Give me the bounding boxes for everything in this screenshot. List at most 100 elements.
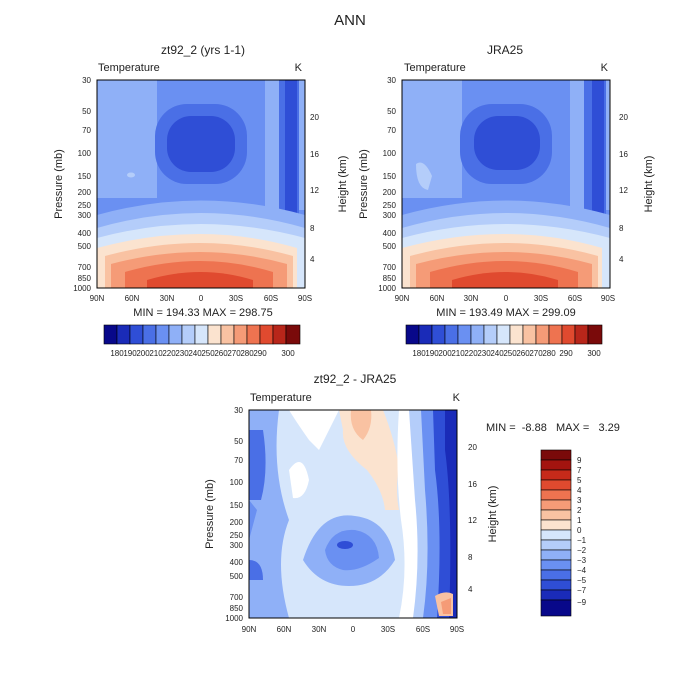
colorbar-label: 270 — [227, 349, 241, 358]
units-label: K — [453, 392, 461, 404]
y-tick-label: 200 — [78, 188, 92, 197]
colorbar-swatch — [540, 579, 572, 591]
colorbar-label: 230 — [175, 349, 189, 358]
colorbar-label: 280 — [542, 349, 556, 358]
colorbar-label: 300 — [281, 349, 295, 358]
y-tick-label: 50 — [387, 107, 396, 116]
contour-field — [97, 80, 305, 288]
height-tick-label: 8 — [310, 224, 315, 233]
colorbar-label: 9 — [577, 456, 582, 465]
colorbar-swatch — [509, 324, 524, 345]
panel-reanalysis: JRA25 Temperature K 30 50 70 100 — [358, 43, 655, 358]
colorbar-swatch — [540, 499, 572, 511]
colorbar-swatch — [246, 324, 261, 345]
colorbar-swatch — [207, 324, 222, 345]
colorbar-label: 210 — [149, 349, 163, 358]
y-tick-label: 70 — [82, 126, 91, 135]
colorbar-label: 220 — [162, 349, 176, 358]
height-tick-label: 8 — [468, 553, 473, 562]
colorbar-swatch — [540, 489, 572, 501]
x-tick-label: 60N — [430, 294, 445, 303]
colorbar-label: 200 — [438, 349, 452, 358]
colorbar-label: 1 — [577, 516, 582, 525]
height-tick-label: 16 — [468, 480, 477, 489]
y-tick-label: 200 — [230, 518, 244, 527]
y-ticks-right: 20 16 12 8 4 — [310, 113, 319, 264]
colorbar: 9 7 5 4 3 2 1 0 −1 −2 −3 −4 −5 −7 −9 — [540, 449, 587, 617]
panel-difference: zt92_2 - JRA25 Temperature K 30 — [204, 372, 620, 634]
height-tick-label: 12 — [468, 516, 477, 525]
height-tick-label: 12 — [619, 186, 628, 195]
x-tick-label: 90N — [242, 625, 257, 634]
figure-title: ANN — [334, 12, 366, 29]
colorbar-swatch — [522, 324, 537, 345]
colorbar-label: 240 — [490, 349, 504, 358]
x-tick-label: 60N — [125, 294, 140, 303]
colorbar-label: 2 — [577, 506, 582, 515]
y-tick-label: 700 — [230, 593, 244, 602]
colorbar-swatch — [574, 324, 589, 345]
x-tick-label: 90S — [450, 625, 464, 634]
y-axis-label-right: Height (km) — [337, 156, 349, 213]
colorbar-label: 260 — [214, 349, 228, 358]
y-tick-label: 30 — [387, 76, 396, 85]
y-tick-label: 500 — [78, 242, 92, 251]
colorbar-label: 300 — [587, 349, 601, 358]
colorbar-swatch — [431, 324, 446, 345]
y-tick-label: 150 — [230, 501, 244, 510]
y-axis-label: Pressure (mb) — [358, 149, 370, 219]
colorbar-label: 4 — [577, 486, 582, 495]
variable-label: Temperature — [98, 62, 160, 74]
y-ticks-right: 20 16 12 8 4 — [619, 113, 628, 264]
colorbar-label: 200 — [136, 349, 150, 358]
colorbar-label: 240 — [188, 349, 202, 358]
colorbar-label: 270 — [529, 349, 543, 358]
y-axis-label-right: Height (km) — [487, 486, 499, 543]
y-ticks: 30 50 70 100 150 200 250 300 400 500 700… — [73, 76, 91, 293]
colorbar-swatch — [540, 589, 572, 601]
contour-field — [402, 80, 610, 288]
colorbar-swatch — [233, 324, 248, 345]
variable-label: Temperature — [404, 62, 466, 74]
height-tick-label: 12 — [310, 186, 319, 195]
colorbar-swatch — [457, 324, 472, 345]
y-tick-label: 300 — [78, 211, 92, 220]
height-tick-label: 20 — [619, 113, 628, 122]
y-tick-label: 250 — [230, 531, 244, 540]
height-tick-label: 20 — [468, 443, 477, 452]
colorbar-swatch — [496, 324, 511, 345]
colorbar-label: 0 — [577, 526, 582, 535]
contour-field — [249, 410, 457, 618]
colorbar-swatch — [116, 324, 131, 345]
x-tick-label: 90N — [395, 294, 410, 303]
x-tick-label: 30S — [229, 294, 243, 303]
x-tick-label: 60S — [416, 625, 430, 634]
y-tick-label: 1000 — [73, 284, 91, 293]
x-tick-label: 30N — [312, 625, 327, 634]
colorbar-label: 210 — [451, 349, 465, 358]
colorbar-label: 190 — [123, 349, 137, 358]
colorbar-swatch — [540, 569, 572, 581]
colorbar-swatch — [168, 324, 183, 345]
y-tick-label: 150 — [78, 172, 92, 181]
colorbar-swatch — [220, 324, 235, 345]
height-tick-label: 4 — [468, 585, 473, 594]
colorbar-swatch — [540, 519, 572, 531]
y-tick-label: 400 — [78, 229, 92, 238]
colorbar-swatch — [540, 449, 572, 461]
colorbar-label: −4 — [577, 566, 587, 575]
y-axis-label: Pressure (mb) — [204, 479, 216, 549]
plot-frame — [96, 79, 306, 289]
colorbar-swatch — [540, 549, 572, 561]
colorbar: 180 190 200 210 220 230 240 250 260 270 … — [103, 324, 301, 358]
y-tick-label: 50 — [234, 437, 243, 446]
y-tick-label: 700 — [78, 263, 92, 272]
colorbar-label: 290 — [253, 349, 267, 358]
y-tick-label: 100 — [383, 149, 397, 158]
colorbar-label: 260 — [516, 349, 530, 358]
colorbar-swatch — [540, 509, 572, 521]
units-label: K — [601, 62, 609, 74]
colorbar-swatch — [418, 324, 433, 345]
y-ticks: 30 50 70 100 150 200 250 300 400 500 700… — [225, 406, 243, 623]
y-tick-label: 70 — [234, 456, 243, 465]
